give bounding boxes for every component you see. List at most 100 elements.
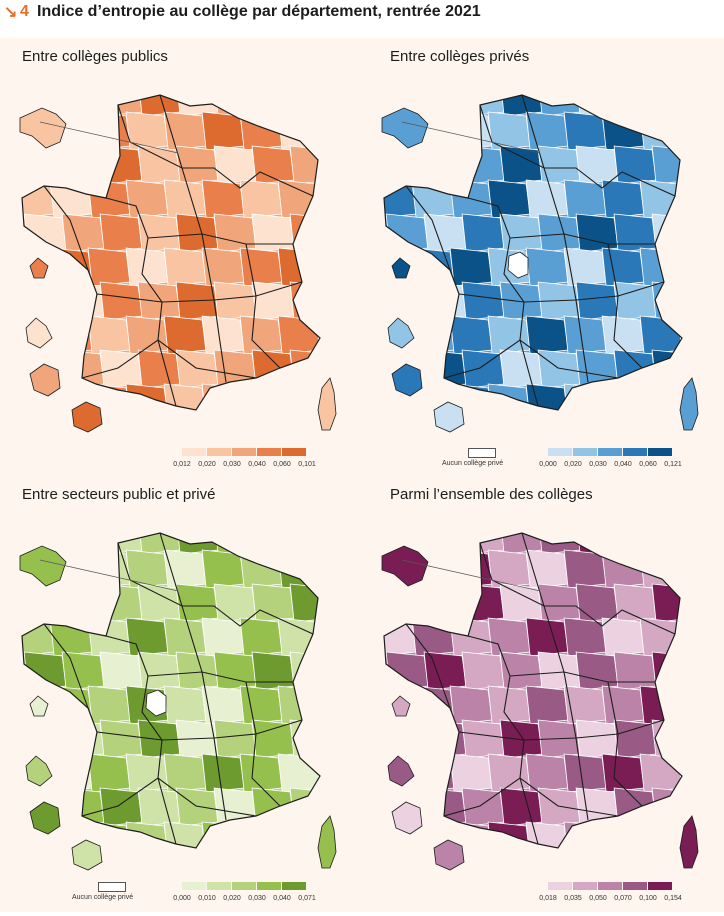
- departments: [22, 95, 362, 410]
- legend-swatch: [207, 882, 231, 890]
- no-data-swatch: [98, 882, 126, 892]
- no-data-swatch: [468, 448, 496, 458]
- department: [613, 281, 657, 321]
- map-panel-publics: Entre collèges publics 0,012 0,020 0,030…: [0, 38, 362, 476]
- department: [49, 685, 93, 725]
- department: [277, 111, 320, 151]
- department: [690, 146, 724, 184]
- legend-tick: 0,100: [639, 895, 657, 902]
- department: [601, 617, 645, 657]
- region-boundary: [405, 623, 451, 709]
- department: [99, 583, 143, 623]
- department: [22, 179, 55, 219]
- legend-swatch: [282, 448, 306, 456]
- legend-tick: 0,071: [298, 895, 316, 902]
- department: [384, 179, 417, 219]
- figure-header: ↘ 4 Indice d’entropie au collège par dép…: [0, 0, 724, 38]
- department: [487, 315, 531, 355]
- department: [251, 281, 295, 321]
- department: [328, 214, 362, 252]
- department: [385, 281, 429, 321]
- department: [601, 685, 645, 725]
- department: [639, 383, 682, 410]
- department: [690, 350, 724, 388]
- figure-arrow-icon: ↘: [4, 4, 18, 21]
- department: [239, 179, 283, 219]
- department: [315, 753, 320, 793]
- department: [99, 95, 143, 117]
- department: [163, 685, 207, 725]
- department: [461, 651, 505, 691]
- department: [423, 95, 467, 117]
- map-panel-prives: Entre collèges privés Aucun collège priv…: [362, 38, 724, 476]
- department: [289, 349, 320, 389]
- department: [175, 145, 219, 185]
- department: [289, 583, 320, 623]
- department: [23, 145, 67, 185]
- department: [125, 179, 169, 219]
- region-boundary: [159, 95, 183, 169]
- legend: 0,000 0,010 0,020 0,030 0,040 0,071: [170, 882, 340, 912]
- department: [137, 349, 181, 389]
- overseas-department: [387, 317, 415, 349]
- region-boundary: [213, 299, 227, 383]
- region-boundary: [159, 533, 183, 607]
- department: [449, 753, 493, 793]
- region-boundary: [81, 339, 257, 379]
- department: [175, 349, 219, 389]
- department: [677, 549, 682, 589]
- department: [499, 651, 543, 691]
- department: [23, 213, 67, 253]
- department: [61, 213, 105, 253]
- department: [175, 533, 219, 555]
- department: [277, 549, 320, 589]
- department: [87, 247, 131, 287]
- department: [677, 179, 682, 219]
- department: [277, 247, 320, 287]
- department: [613, 95, 657, 117]
- department: [651, 719, 682, 759]
- department: [385, 651, 429, 691]
- departments: [384, 533, 724, 848]
- department: [423, 533, 467, 555]
- department: [677, 753, 682, 793]
- ile-de-france-inset: [381, 545, 429, 587]
- legend-tick: 0,040: [273, 895, 291, 902]
- region-boundary: [443, 777, 619, 817]
- department: [677, 315, 682, 355]
- department: [677, 617, 682, 657]
- legend-tick: 0,050: [589, 895, 607, 902]
- department: [690, 78, 724, 116]
- department: [61, 533, 105, 555]
- department: [289, 213, 320, 253]
- department: [423, 213, 467, 253]
- department: [423, 583, 467, 623]
- figure-title: Indice d’entropie au collège par départe…: [37, 3, 481, 20]
- department: [690, 788, 724, 826]
- department: [575, 349, 619, 389]
- department: [384, 617, 417, 657]
- no-data-label: Aucun collège privé: [442, 460, 504, 467]
- department: [213, 95, 257, 117]
- department: [601, 111, 645, 151]
- department: [87, 315, 131, 355]
- mainland-outline: [383, 94, 683, 411]
- department: [601, 753, 645, 793]
- overseas-department: [71, 401, 103, 433]
- department: [213, 533, 257, 555]
- department: [449, 315, 493, 355]
- department: [639, 111, 682, 151]
- department: [487, 179, 531, 219]
- department: [613, 349, 657, 389]
- legend-tick: 0,018: [539, 895, 557, 902]
- overseas-department: [29, 363, 61, 397]
- department: [461, 145, 505, 185]
- legend-swatch: [573, 448, 597, 456]
- legend-swatch: [257, 448, 281, 456]
- department: [449, 685, 493, 725]
- department: [487, 617, 531, 657]
- overseas-department: [433, 839, 465, 871]
- no-data-department: [507, 251, 529, 279]
- department: [328, 584, 362, 622]
- inset-connector: [401, 121, 541, 154]
